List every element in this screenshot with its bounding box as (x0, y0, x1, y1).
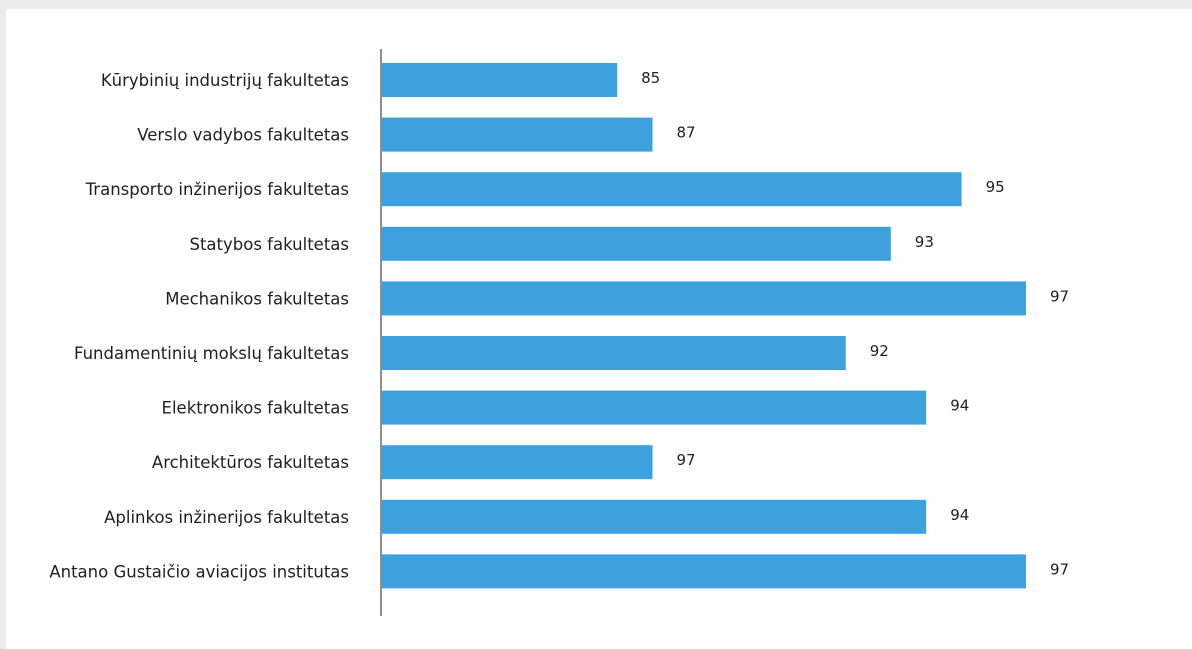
value-label-5: 92 (870, 342, 889, 360)
bar-2 (382, 172, 962, 207)
value-label-2: 95 (986, 178, 1005, 196)
category-label-3: Statybos fakultetas (189, 235, 349, 254)
category-label-4: Mechanikos fakultetas (165, 289, 349, 308)
value-label-1: 87 (677, 124, 696, 142)
value-label-4: 97 (1050, 287, 1069, 305)
category-label-2: Transporto inžinerijos fakultetas (85, 180, 349, 199)
value-label-6: 94 (950, 397, 969, 415)
bar-7 (382, 445, 653, 480)
value-label-7: 97 (677, 451, 696, 469)
category-label-5: Fundamentinių mokslų fakultetas (74, 344, 349, 363)
bar-6 (382, 390, 927, 425)
value-label-3: 93 (915, 233, 934, 251)
bar-0 (382, 63, 618, 97)
value-label-9: 97 (1050, 560, 1069, 578)
bar-9 (382, 554, 1026, 589)
value-label-0: 85 (641, 69, 660, 87)
category-label-8: Aplinkos inžinerijos fakultetas (104, 508, 349, 527)
bar-3 (382, 226, 891, 261)
value-label-8: 94 (950, 506, 969, 524)
category-label-1: Verslo vadybos fakultetas (137, 126, 349, 145)
bar-5 (382, 336, 846, 370)
bar-4 (382, 281, 1026, 316)
category-label-6: Elektronikos fakultetas (162, 399, 349, 418)
chart-panel (6, 9, 1192, 649)
category-label-0: Kūrybinių industrijų fakultetas (101, 71, 349, 90)
bars-layer (382, 63, 1026, 589)
bar-1 (382, 117, 653, 152)
category-label-9: Antano Gustaičio aviacijos institutas (49, 562, 349, 581)
bar-8 (382, 499, 927, 534)
labels-layer: Kūrybinių industrijų fakultetas 85 Verslo … (49, 69, 1069, 581)
category-label-7: Architektūros fakultetas (152, 453, 349, 472)
